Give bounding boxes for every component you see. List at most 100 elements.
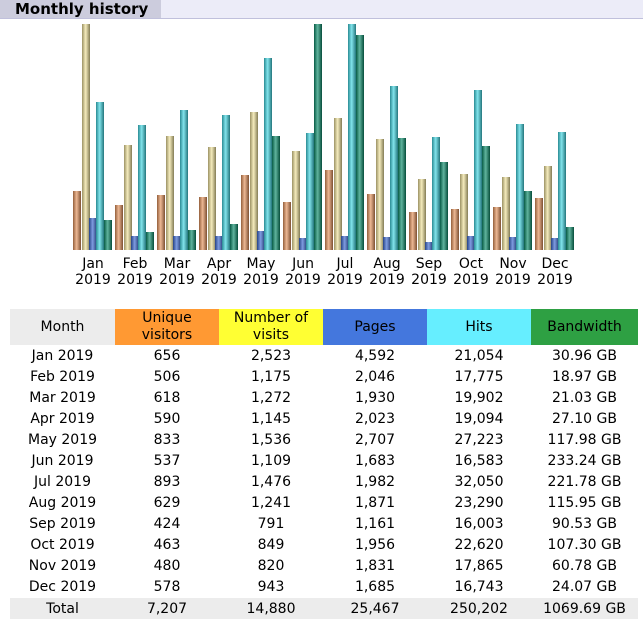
- bar-unique-visitors: [451, 209, 459, 250]
- bar-unique-visitors: [367, 194, 375, 250]
- total-cell-bandwidth: 1069.69 GB: [531, 597, 638, 619]
- bar-unique-visitors: [409, 212, 417, 250]
- table-row: Dec 2019 578 943 1,685 16,743 24.07 GB: [10, 576, 638, 598]
- bar-bandwidth: [524, 191, 532, 250]
- header-bandwidth: Bandwidth: [531, 309, 638, 345]
- table-row: Sep 2019 424 791 1,161 16,003 90.53 GB: [10, 513, 638, 534]
- table-row: May 2019 833 1,536 2,707 27,223 117.98 GB: [10, 429, 638, 450]
- x-tick-month: Oct: [459, 256, 484, 272]
- table-row: Apr 2019 590 1,145 2,023 19,094 27.10 GB: [10, 408, 638, 429]
- cell-bandwidth: 107.30 GB: [547, 536, 622, 553]
- total-cell-visits: 14,880: [219, 597, 323, 619]
- cell-visits: 1,109: [250, 452, 292, 469]
- cell-month: Sep 2019: [29, 515, 96, 532]
- bar-visits: [376, 139, 384, 250]
- x-tick-year: 2019: [537, 272, 573, 288]
- cell-bandwidth: 233.24 GB: [547, 452, 622, 469]
- x-tick-year: 2019: [453, 272, 489, 288]
- cell-unique-visitors: 618: [153, 389, 181, 406]
- total-cell-hits: 250,202: [427, 597, 531, 619]
- section-header: Monthly history: [0, 0, 643, 19]
- bar-visits: [334, 118, 342, 250]
- cell-hits: 21,054: [454, 347, 504, 364]
- cell-pages: 1,871: [354, 494, 396, 511]
- table-total-row: Total 7,207 14,880 25,467 250,202 1069.69 GB: [10, 597, 638, 619]
- cell-bandwidth: 117.98 GB: [547, 431, 622, 448]
- monthly-history-chart: Jan2019Feb2019Mar2019Apr2019May2019Jun20…: [73, 24, 574, 288]
- cell-month: Apr 2019: [30, 410, 95, 427]
- x-tick-month: Feb: [123, 256, 148, 272]
- cell-hits: 32,050: [454, 473, 504, 490]
- bar-bandwidth: [272, 136, 280, 250]
- cell-pages: 1,831: [354, 557, 396, 574]
- x-tick-year: 2019: [495, 272, 531, 288]
- cell-bandwidth: 60.78 GB: [552, 557, 617, 574]
- x-tick-month: Sep: [416, 256, 443, 272]
- x-tick-year: 2019: [369, 272, 405, 288]
- cell-unique-visitors: 590: [153, 410, 181, 427]
- bar-visits: [544, 166, 552, 250]
- cell-unique-visitors: 656: [153, 347, 181, 364]
- bar-visits: [166, 136, 174, 250]
- bar-visits: [460, 174, 468, 250]
- cell-pages: 1,683: [354, 452, 396, 469]
- bar-unique-visitors: [73, 191, 81, 250]
- cell-bandwidth: 21.03 GB: [552, 389, 617, 406]
- bar-unique-visitors: [115, 205, 123, 250]
- table-row: Feb 2019 506 1,175 2,046 17,775 18.97 GB: [10, 366, 638, 387]
- cell-pages: 2,707: [354, 431, 396, 448]
- bar-pages: [383, 237, 391, 250]
- header-unique-visitors: Unique visitors: [115, 309, 219, 345]
- cell-visits: 1,272: [250, 389, 292, 406]
- cell-unique-visitors: 537: [153, 452, 181, 469]
- section-title: Monthly history: [0, 0, 161, 18]
- cell-pages: 1,685: [354, 578, 396, 595]
- total-cell-pages: 25,467: [323, 597, 427, 619]
- bar-hits: [390, 86, 398, 250]
- cell-visits: 849: [257, 536, 285, 553]
- bar-pages: [341, 236, 349, 250]
- x-tick-year: 2019: [201, 272, 237, 288]
- bar-bandwidth: [146, 232, 154, 250]
- bar-visits: [124, 145, 132, 250]
- x-tick-month: Mar: [164, 256, 191, 272]
- bar-pages: [509, 237, 517, 250]
- cell-bandwidth: 18.97 GB: [552, 368, 617, 385]
- cell-visits: 1,241: [250, 494, 292, 511]
- bar-unique-visitors: [535, 198, 543, 250]
- header-month: Month: [10, 309, 115, 345]
- total-cell-month: Total: [10, 597, 115, 619]
- monthly-stats-table: Month Unique visitors Number of visits P…: [10, 309, 638, 619]
- cell-visits: 1,145: [250, 410, 292, 427]
- x-tick-year: 2019: [243, 272, 279, 288]
- bar-pages: [467, 236, 475, 250]
- x-tick-year: 2019: [411, 272, 447, 288]
- bar-visits: [418, 179, 426, 250]
- cell-pages: 2,046: [354, 368, 396, 385]
- bar-unique-visitors: [199, 197, 207, 250]
- cell-unique-visitors: 578: [153, 578, 181, 595]
- bar-visits: [502, 177, 510, 250]
- cell-month: Mar 2019: [29, 389, 96, 406]
- bar-pages: [257, 231, 265, 250]
- cell-bandwidth: 24.07 GB: [552, 578, 617, 595]
- bar-bandwidth: [398, 138, 406, 250]
- x-tick-year: 2019: [75, 272, 111, 288]
- cell-hits: 16,743: [454, 578, 504, 595]
- cell-unique-visitors: 424: [153, 515, 181, 532]
- bar-hits: [516, 124, 524, 250]
- bar-hits: [558, 132, 566, 250]
- bar-visits: [292, 151, 300, 250]
- cell-month: Aug 2019: [28, 494, 97, 511]
- cell-month: Feb 2019: [30, 368, 95, 385]
- table-row: Jun 2019 537 1,109 1,683 16,583 233.24 GB: [10, 450, 638, 471]
- cell-bandwidth: 90.53 GB: [552, 515, 617, 532]
- bar-bandwidth: [482, 146, 490, 250]
- cell-month: Nov 2019: [28, 557, 97, 574]
- bar-visits: [82, 24, 90, 250]
- cell-hits: 27,223: [454, 431, 504, 448]
- cell-unique-visitors: 833: [153, 431, 181, 448]
- bar-pages: [299, 238, 307, 250]
- cell-hits: 16,003: [454, 515, 504, 532]
- bar-hits: [138, 125, 146, 250]
